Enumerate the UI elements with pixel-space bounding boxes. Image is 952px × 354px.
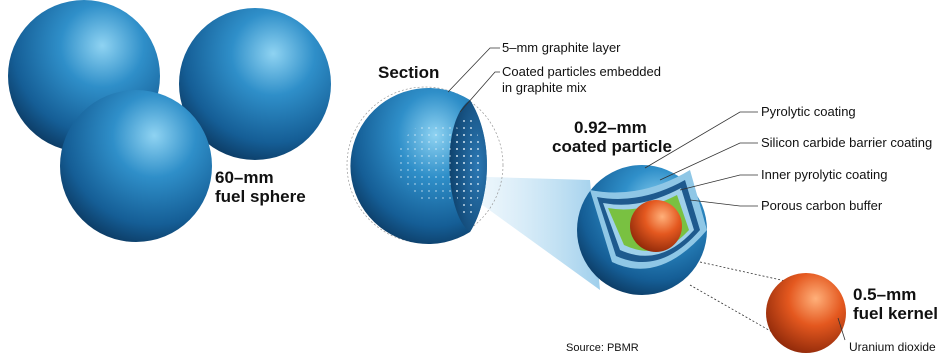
coated-particle-kernel [630, 200, 682, 252]
fuel-sphere-top-right [179, 8, 331, 160]
inner-pyrolytic-label: Inner pyrolytic coating [761, 167, 887, 182]
leader-pyrolytic [644, 111, 758, 169]
magnification-beam [455, 176, 600, 290]
leader-uranium [837, 317, 846, 341]
fuel-sphere-label-name: fuel sphere [215, 187, 306, 206]
fuel-spheres [8, 0, 331, 242]
particle-cluster [397, 122, 477, 202]
pyrolytic-label: Pyrolytic coating [761, 104, 856, 119]
leader-graphite-layer [447, 47, 500, 93]
coated-particle [577, 165, 707, 295]
source-credit: Source: PBMR [566, 342, 639, 354]
section-label: Section [378, 63, 439, 82]
kernel-label-name: fuel kernel [853, 304, 938, 323]
embedded-label-line1: Coated particles embedded [502, 64, 661, 79]
coated-particle-label-size: 0.92–mm [574, 118, 647, 137]
coated-particle-label-name: coated particle [552, 137, 672, 156]
porous-buffer-label: Porous carbon buffer [761, 198, 883, 213]
fuel-kernel [689, 261, 846, 353]
section-outline [346, 86, 504, 244]
uranium-label: Uranium dioxide [849, 340, 936, 354]
graphite-layer-label: 5–mm graphite layer [502, 40, 621, 55]
fuel-sphere-label-size: 60–mm [215, 168, 274, 187]
fuel-kernel-sphere [766, 273, 846, 353]
silicon-carbide-label: Silicon carbide barrier coating [761, 135, 932, 150]
leader-inner-pyrolytic [679, 174, 758, 191]
leader-silicon-carbide [659, 142, 758, 181]
labels: 60–mm fuel sphere Section 5–mm graphite … [215, 40, 938, 354]
leader-lines [447, 47, 846, 341]
sectioned-sphere [346, 86, 504, 245]
leader-embedded [459, 71, 500, 113]
kernel-label-size: 0.5–mm [853, 285, 916, 304]
kernel-guide-top [699, 261, 791, 283]
leader-porous-buffer [689, 199, 758, 207]
fuel-sphere-front [60, 90, 212, 242]
embedded-label-line2: in graphite mix [502, 80, 587, 95]
